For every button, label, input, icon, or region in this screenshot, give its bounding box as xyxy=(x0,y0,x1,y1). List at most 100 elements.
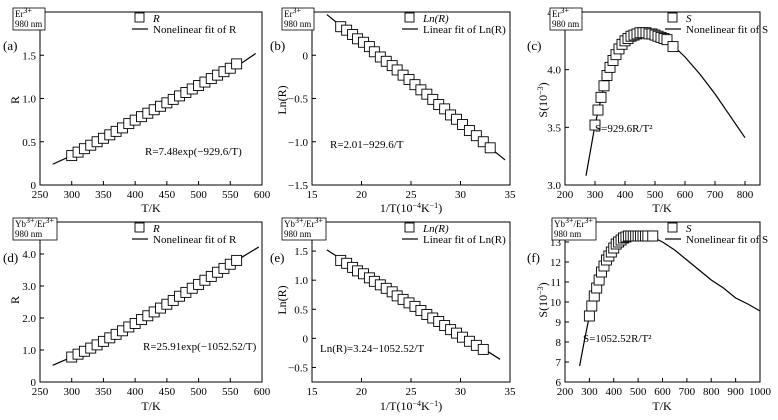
data-point xyxy=(647,230,659,242)
x-tick-label: 800 xyxy=(737,189,754,201)
fit-equation: Ln(R)=3.24−1052.52/T xyxy=(320,343,424,355)
y-tick-label: 1.5 xyxy=(294,246,308,258)
x-tick-label: 500 xyxy=(647,189,664,201)
x-tick-label: 600 xyxy=(654,386,671,398)
y-tick-label: 0 xyxy=(31,377,37,389)
panel-label: (d) xyxy=(3,250,18,265)
y-tick-label: 8 xyxy=(556,337,562,349)
legend-entry-fit: Linear fit of Ln(R) xyxy=(423,24,506,36)
y-tick-label: 2.0 xyxy=(22,313,36,325)
sample-info-box xyxy=(12,7,46,31)
x-tick-label: 450 xyxy=(159,386,176,398)
legend-marker-square xyxy=(134,222,145,233)
legend-entry-fit: Nonelinear fit of R xyxy=(153,24,237,36)
sample-info-box xyxy=(549,7,583,31)
x-tick-label: 400 xyxy=(127,386,144,398)
y-tick-label: 9 xyxy=(556,317,562,329)
y-tick-label: 0 xyxy=(31,180,37,192)
x-tick-label: 300 xyxy=(63,189,80,201)
x-tick-label: 200 xyxy=(557,386,574,398)
y-tick-label: −0.5 xyxy=(288,362,308,374)
legend-entry-data: R xyxy=(152,223,160,235)
wavelength-label: 980 nm xyxy=(284,229,311,239)
legend-marker-square xyxy=(134,12,145,23)
data-point xyxy=(598,80,610,92)
data-point xyxy=(477,343,489,355)
x-tick-label: 600 xyxy=(677,189,694,201)
fit-equation: R=7.48exp(−929.6/T) xyxy=(145,146,242,158)
legend-marker-square xyxy=(404,222,415,233)
legend-marker-square xyxy=(404,12,415,23)
data-point xyxy=(439,103,451,115)
x-tick-label: 400 xyxy=(606,386,623,398)
x-axis-label: T/K xyxy=(141,201,161,215)
x-tick-label: 600 xyxy=(254,189,271,201)
y-tick-label: 1.0 xyxy=(22,94,36,106)
fit-equation: S=1052.52R/T² xyxy=(583,333,652,345)
x-tick-label: 700 xyxy=(707,189,724,201)
x-tick-label: 250 xyxy=(32,386,49,398)
sample-info-box xyxy=(281,7,315,31)
y-axis-label: R xyxy=(8,96,22,104)
y-axis-label: S(10−3​) xyxy=(536,82,550,117)
plot-frame xyxy=(39,221,263,383)
x-tick-label: 20 xyxy=(356,189,368,201)
y-tick-label: 11 xyxy=(550,277,561,289)
y-axis-label: R xyxy=(8,296,22,304)
x-tick-label: 800 xyxy=(703,386,720,398)
y-axis-label: S(10−3​) xyxy=(536,282,550,317)
chart-panel-b: 1520253035−1.5−1.0−0.500.51/T(10−4​K−1​)… xyxy=(270,6,516,215)
y-tick-label: 6 xyxy=(556,377,562,389)
y-tick-label: 4.0 xyxy=(22,249,36,261)
x-tick-label: 500 xyxy=(190,189,207,201)
ion-label: Er3+​ xyxy=(15,6,33,19)
x-axis-label: T/K xyxy=(652,399,672,413)
x-tick-label: 600 xyxy=(254,386,271,398)
y-tick-label: 1.0 xyxy=(22,345,36,357)
x-tick-label: 500 xyxy=(630,386,647,398)
ion-label: Yb3+​/Er3+​ xyxy=(15,216,55,229)
fit-equation: R=2.01−929.6/T xyxy=(330,139,404,151)
y-tick-label: 1.5 xyxy=(22,50,36,62)
data-point xyxy=(231,254,243,266)
y-tick-label: 3.0 xyxy=(547,180,561,192)
y-axis-label: Ln(R) xyxy=(275,85,289,114)
x-tick-label: 15 xyxy=(307,386,319,398)
data-point xyxy=(457,118,468,130)
x-tick-label: 35 xyxy=(505,386,517,398)
y-tick-label: −0.5 xyxy=(288,94,308,106)
y-tick-label: 0 xyxy=(303,50,309,62)
x-tick-label: 300 xyxy=(581,386,598,398)
x-tick-label: 350 xyxy=(95,386,112,398)
x-tick-label: 400 xyxy=(617,189,634,201)
y-tick-label: 0.5 xyxy=(22,137,36,149)
panel-label: (f) xyxy=(527,250,540,265)
sample-info-box xyxy=(12,217,58,241)
x-tick-label: 15 xyxy=(307,189,319,201)
data-point xyxy=(586,300,598,312)
chart-panel-d: 25030035040045050055060001.02.03.04.05.0… xyxy=(3,216,271,413)
sample-info-box xyxy=(551,217,597,241)
panel-label: (e) xyxy=(270,250,284,265)
y-tick-label: 12 xyxy=(550,257,561,269)
fit-line xyxy=(585,32,746,176)
wavelength-label: 980 nm xyxy=(552,19,579,29)
chart-panel-f: 200 300 400 500 600 700 800 900 1000 6 7 8 9 10 11 12 13… xyxy=(527,216,772,413)
legend-entry-fit: Nonelinear fit of S xyxy=(686,234,768,246)
y-tick-label: 0 xyxy=(303,333,309,345)
x-tick-label: 450 xyxy=(159,189,176,201)
legend-entry-data: Ln(R) xyxy=(422,13,449,25)
panel-label: (c) xyxy=(527,38,541,53)
x-tick-label: 500 xyxy=(190,386,207,398)
y-tick-label: 4.0 xyxy=(547,65,561,77)
x-tick-label: 250 xyxy=(32,189,49,201)
data-point xyxy=(583,310,595,322)
x-tick-label: 550 xyxy=(222,189,239,201)
x-axis-label: T/K xyxy=(141,399,161,413)
chart-panel-e: 1520253035−0.500.51.01.52.01/T(10−4​K−1​… xyxy=(270,216,516,413)
x-tick-label: 35 xyxy=(505,189,517,201)
y-tick-label: 1.0 xyxy=(294,275,308,287)
y-axis-label: Ln(R) xyxy=(275,285,289,314)
x-axis-label: 1/T(10−4​K−1​) xyxy=(380,201,442,215)
